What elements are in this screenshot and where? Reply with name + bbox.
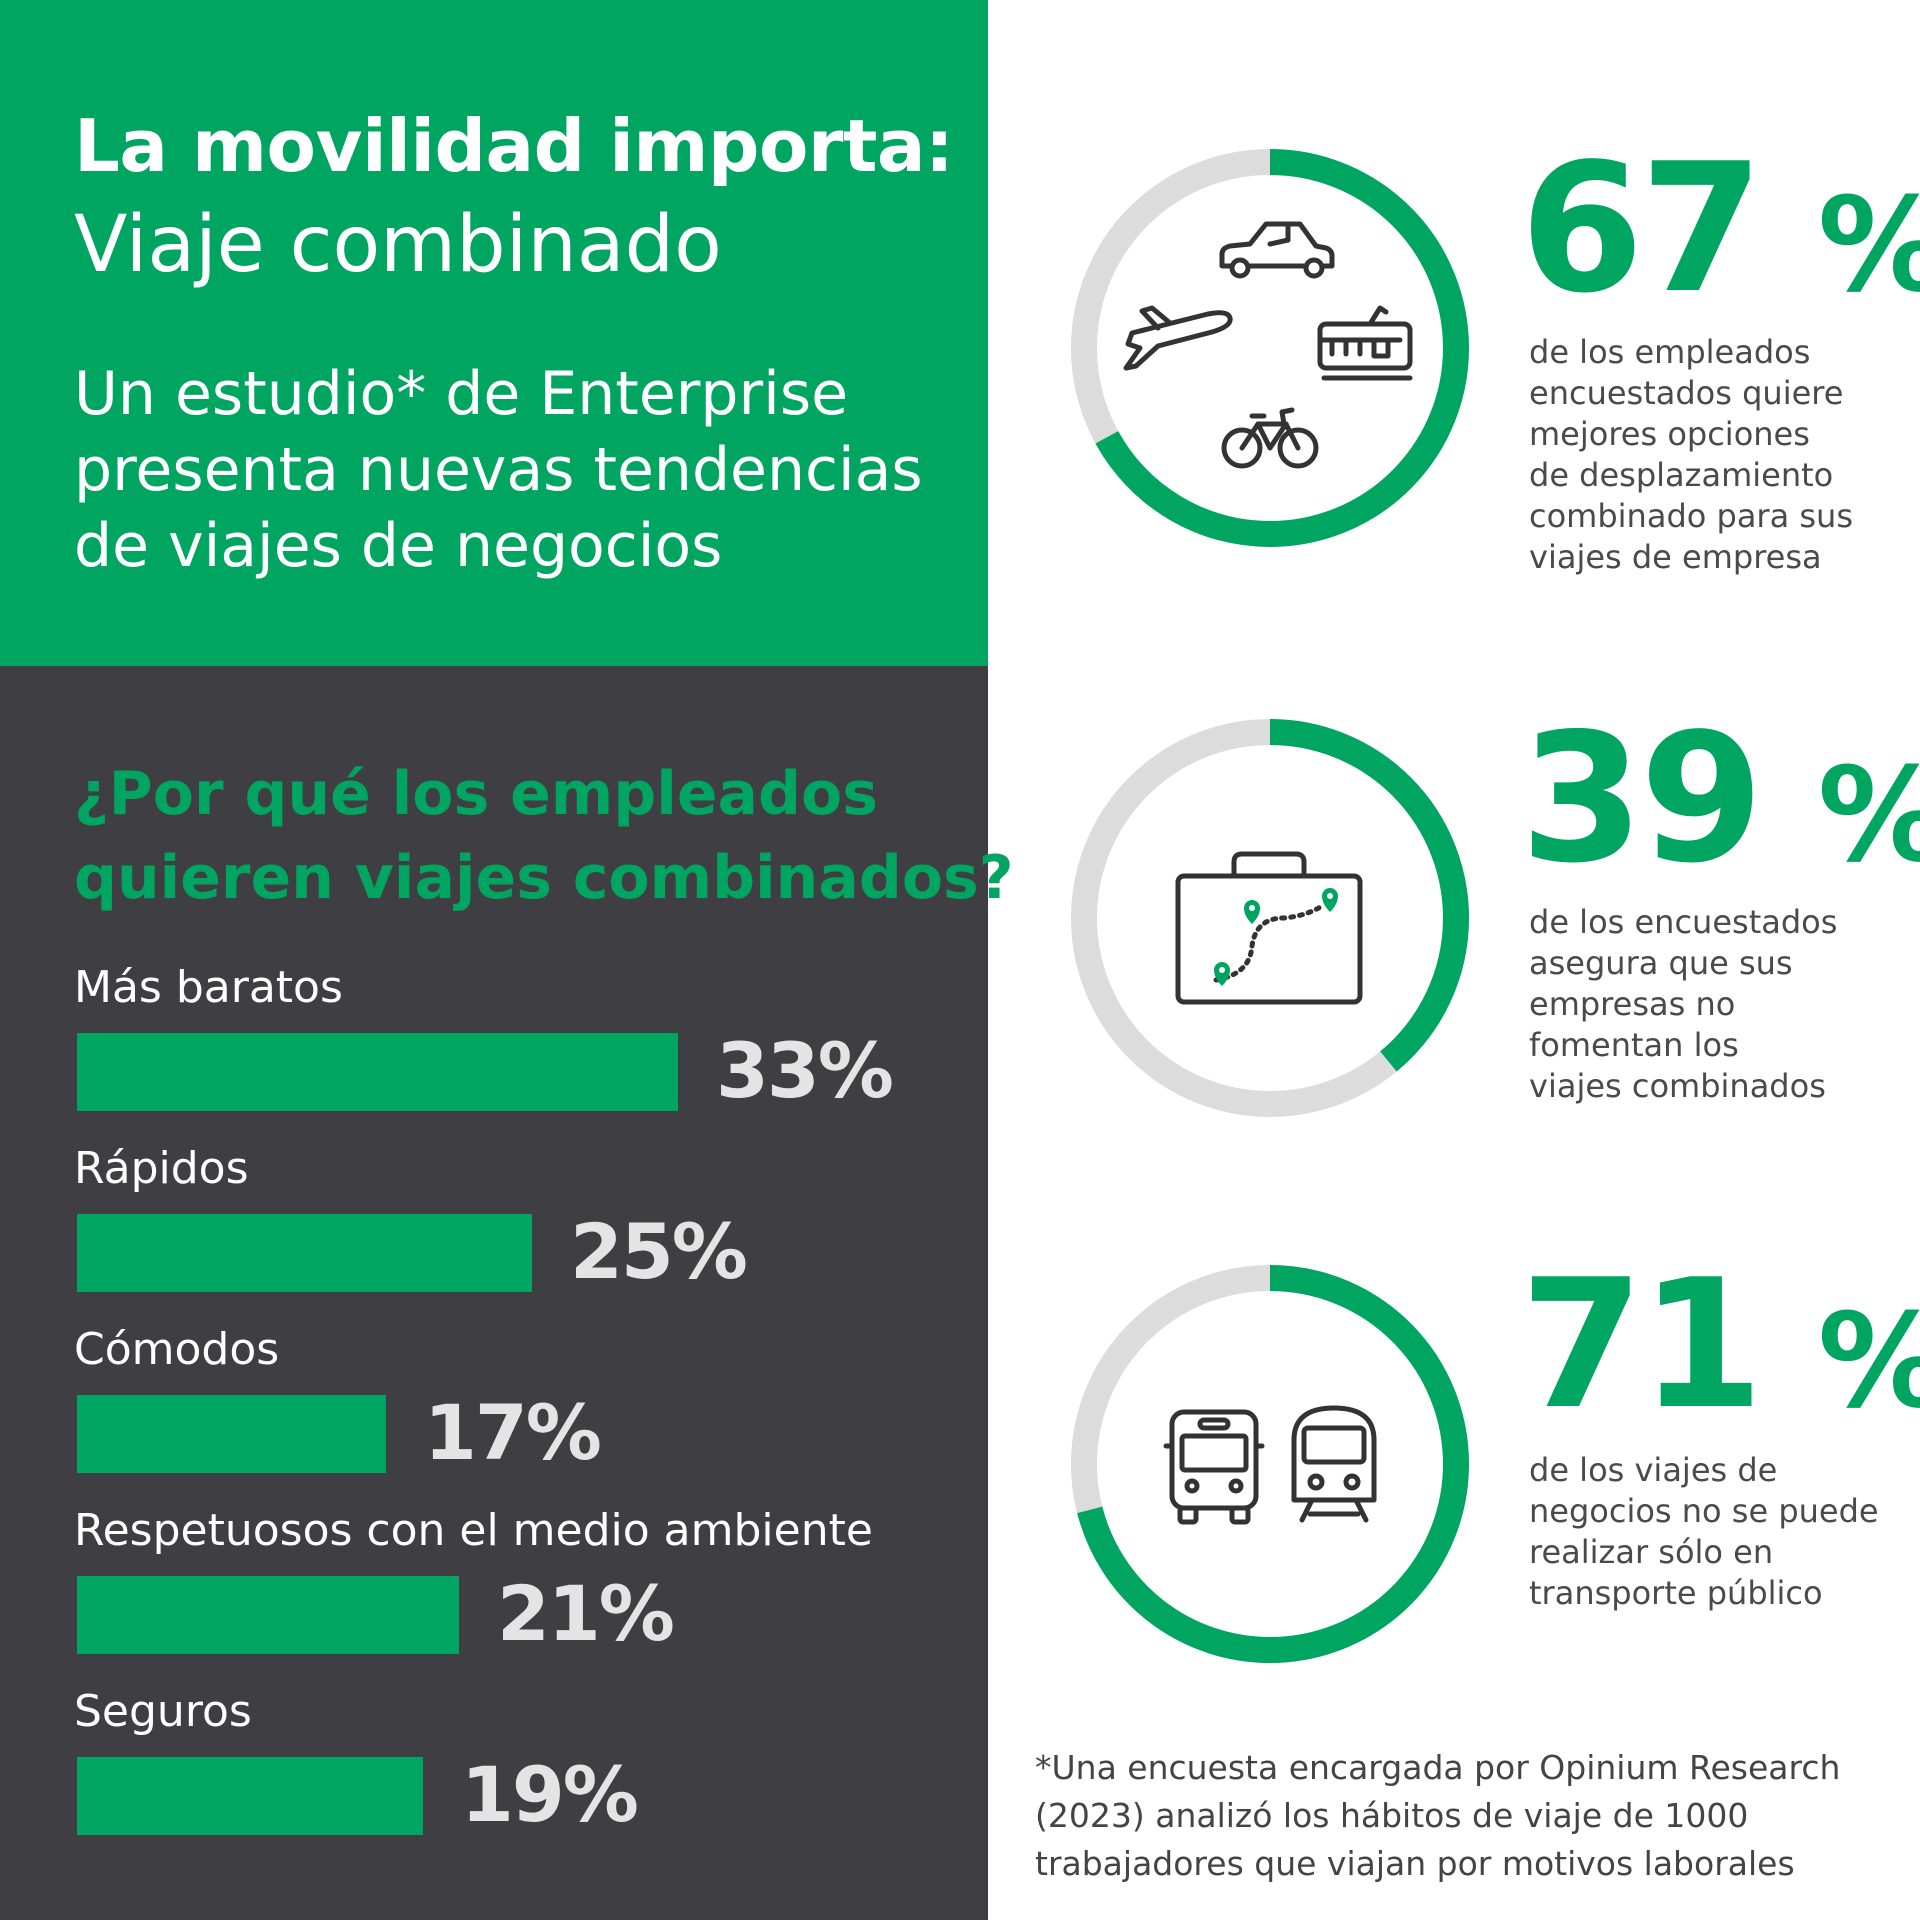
bar-label: Cómodos	[74, 1324, 280, 1375]
caption-line: de los empleados	[1529, 333, 1811, 371]
caption-line: encuestados quiere	[1529, 374, 1844, 412]
airplane-icon	[1123, 305, 1233, 371]
bar-value-label: 25%	[570, 1207, 748, 1296]
donut-value-arc	[1071, 149, 1469, 547]
stat-caption: de los empleados encuestados quiere mejo…	[1529, 332, 1909, 578]
donut-chart-companies	[1071, 719, 1469, 1117]
footnote-line: *Una encuesta encargada por Opinium Rese…	[1035, 1748, 1841, 1787]
footnote: *Una encuesta encargada por Opinium Rese…	[1035, 1744, 1895, 1888]
caption-line: fomentan los	[1529, 1026, 1739, 1064]
stat-caption: de los viajes de negocios no se puede re…	[1529, 1450, 1909, 1614]
footnote-line: trabajadores que viajan por motivos labo…	[1035, 1844, 1795, 1883]
donut-chart-public-transport	[1071, 1265, 1469, 1663]
donut-value-arc	[1071, 1265, 1469, 1663]
stat-number: 39	[1520, 695, 1764, 902]
caption-line: viajes de empresa	[1529, 538, 1822, 576]
caption-line: transporte público	[1529, 1574, 1823, 1612]
bicycle-icon	[1221, 407, 1319, 469]
page-subtitle: Viaje combinado	[74, 200, 722, 290]
question-line: quieren viajes combinados?	[74, 843, 1014, 913]
bar	[77, 1214, 532, 1292]
train-icon	[1291, 1405, 1377, 1523]
donut-chart-employees	[1071, 149, 1469, 547]
caption-line: de los encuestados	[1529, 903, 1838, 941]
intro-line: Un estudio* de Enterprise	[74, 359, 848, 429]
stat-number: 67	[1520, 125, 1764, 332]
caption-line: realizar sólo en	[1529, 1533, 1774, 1571]
intro-line: presenta nuevas tendencias	[74, 435, 923, 505]
caption-line: viajes combinados	[1529, 1067, 1826, 1105]
caption-line: de desplazamiento	[1529, 456, 1834, 494]
car-icon	[1219, 221, 1335, 279]
bar-label: Seguros	[74, 1686, 252, 1737]
bar-value-label: 21%	[497, 1569, 675, 1658]
caption-line: mejores opciones	[1529, 415, 1810, 453]
page-title: La movilidad importa:	[74, 104, 954, 188]
bar	[77, 1576, 459, 1654]
caption-line: negocios no se puede	[1529, 1492, 1879, 1530]
bar-value-label: 33%	[716, 1026, 894, 1115]
intro-line: de viajes de negocios	[74, 511, 723, 581]
stat-value: 39 %	[1520, 710, 1920, 888]
bar-label: Rápidos	[74, 1143, 249, 1194]
bar-label: Más baratos	[74, 962, 343, 1013]
map-pin-icon	[1214, 888, 1338, 986]
question-line: ¿Por qué los empleados	[74, 759, 878, 829]
bar	[77, 1033, 678, 1111]
donut-value-arc	[1071, 719, 1469, 1117]
tram-icon	[1317, 305, 1413, 381]
briefcase-map-icon	[1175, 851, 1363, 1005]
stat-value: 67 %	[1520, 140, 1920, 318]
intro-text: Un estudio* de Enterprise presenta nueva…	[74, 356, 923, 584]
bar	[77, 1395, 386, 1473]
caption-line: empresas no	[1529, 985, 1736, 1023]
header-panel	[0, 0, 988, 666]
caption-line: combinado para sus	[1529, 497, 1853, 535]
stat-caption: de los encuestados asegura que sus empre…	[1529, 902, 1909, 1107]
bar-label: Respetuosos con el medio ambiente	[74, 1505, 873, 1556]
bar-chart-panel	[0, 666, 988, 1920]
bus-icon	[1163, 1409, 1265, 1525]
bar	[77, 1757, 423, 1835]
stat-value: 71 %	[1520, 1256, 1920, 1434]
bar-chart-title: ¿Por qué los empleados quieren viajes co…	[74, 752, 1014, 920]
caption-line: de los viajes de	[1529, 1451, 1778, 1489]
caption-line: asegura que sus	[1529, 944, 1793, 982]
footnote-line: (2023) analizó los hábitos de viaje de 1…	[1035, 1796, 1749, 1835]
bar-value-label: 19%	[461, 1750, 639, 1839]
stat-number: 71	[1520, 1241, 1764, 1448]
bar-value-label: 17%	[424, 1388, 602, 1477]
